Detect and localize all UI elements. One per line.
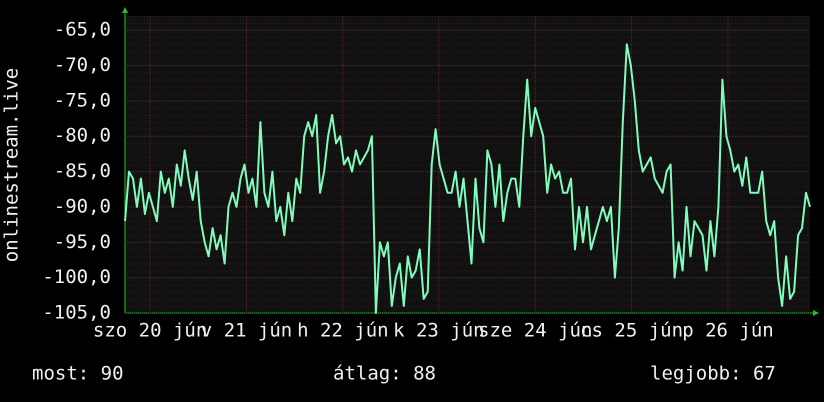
footer: most: 90 átlag: 88 legjobb: 67 — [32, 363, 776, 385]
y-tick-label: -95,0 — [54, 231, 111, 253]
data-line — [124, 43, 811, 314]
y-tick-label: -75,0 — [54, 89, 111, 111]
stat-best: legjobb: 67 — [650, 363, 776, 385]
x-axis-arrow — [813, 310, 819, 316]
stat-current: most: 90 — [32, 363, 124, 385]
x-tick-label: h 22 jún — [297, 320, 389, 342]
stat-average: átlag: 88 — [333, 363, 436, 385]
x-tick-label: sze 24 jún — [478, 320, 592, 342]
y-axis-label: onlinestream.live — [1, 68, 23, 262]
x-tick-label: p 26 jún — [682, 320, 774, 342]
x-tick-label: v 21 jún — [201, 320, 293, 342]
y-tick-label: -65,0 — [54, 19, 111, 41]
x-tick-label: k 23 jún — [393, 320, 485, 342]
y-tick-label: -90,0 — [54, 195, 111, 217]
y-tick-label: -100,0 — [42, 266, 111, 288]
x-tick-label: szo 20 jún — [93, 320, 207, 342]
x-tick-label: cs 25 jún — [580, 320, 683, 342]
y-tick-label: -105,0 — [42, 302, 111, 324]
y-tick-label: -70,0 — [54, 54, 111, 76]
y-tick-label: -85,0 — [54, 160, 111, 182]
y-tick-label: -80,0 — [54, 125, 111, 147]
y-axis-arrow — [122, 7, 128, 13]
